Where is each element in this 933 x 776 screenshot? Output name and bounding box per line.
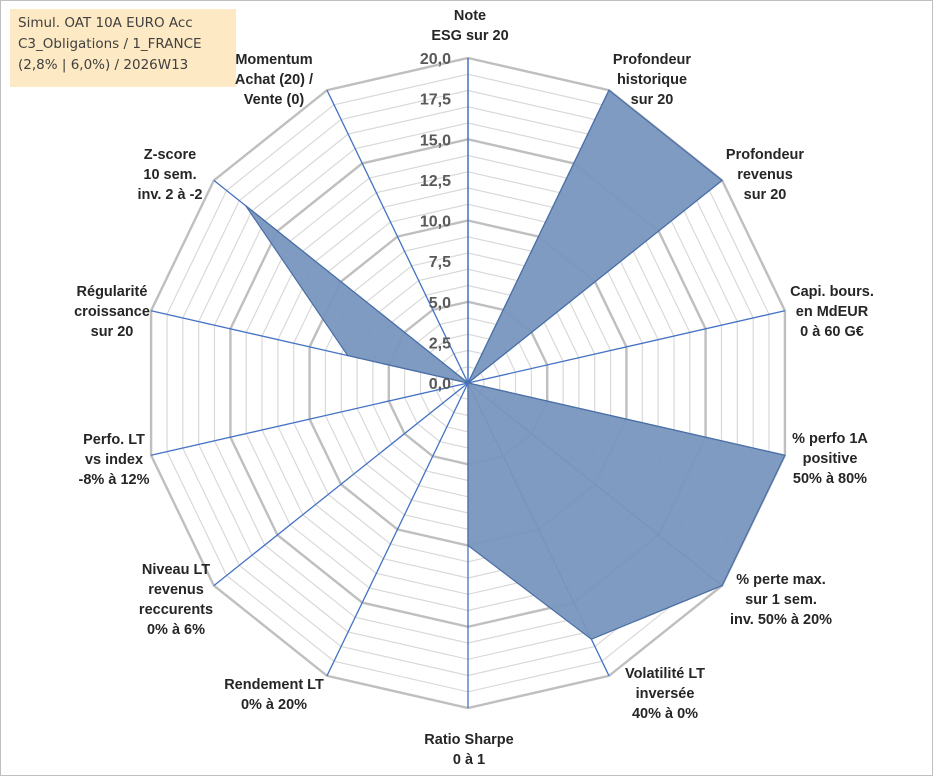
tick-label: 0,0: [429, 376, 451, 393]
tick-label: 10,0: [420, 214, 451, 231]
axis-labels: Note ESG sur 20 Profondeur historique sur 20…: [74, 8, 874, 768]
info-line-period: (2,8% | 6,0%) / 2026W13: [18, 57, 189, 73]
axis-label: % perte max. sur 1 sem. inv. 50% à 20%: [730, 572, 832, 628]
info-box: Simul. OAT 10A EURO Acc C3_Obligations /…: [10, 9, 236, 87]
axis-label: Ratio Sharpe 0 à 1: [424, 732, 513, 768]
axis-label: Profondeur historique sur 20: [613, 52, 691, 108]
tick-labels: 0,0 2,5 5,0 7,5 10,0 12,5 15,0 17,5 20,0: [420, 51, 451, 393]
tick-label: 7,5: [429, 254, 451, 271]
tick-label: 15,0: [420, 132, 451, 149]
axis-label: Note ESG sur 20: [431, 8, 508, 44]
axis-label: % perfo 1A positive 50% à 80%: [792, 431, 868, 487]
series-area: [245, 89, 786, 640]
axis-label: Profondeur revenus sur 20: [726, 147, 804, 203]
series: [245, 89, 786, 640]
spoke-line: [213, 382, 469, 587]
axis-label: Rendement LT 0% à 20%: [224, 677, 324, 713]
spoke-line: [467, 310, 786, 384]
axis-label: Perfo. LT vs index -8% à 12%: [79, 432, 150, 488]
axis-label: Z-score 10 sem. inv. 2 à -2: [137, 147, 202, 203]
tick-label: 12,5: [420, 173, 451, 190]
tick-label: 20,0: [420, 51, 451, 68]
axis-label: Niveau LT revenus reccurents 0% à 6%: [139, 562, 213, 638]
tick-label: 17,5: [420, 92, 451, 109]
info-line-fund: Simul. OAT 10A EURO Acc: [18, 15, 193, 31]
tick-label: 2,5: [429, 335, 451, 352]
axis-label: Momentum Achat (20) / Vente (0): [235, 52, 313, 108]
axis-label: Régularité croissance sur 20: [74, 284, 150, 340]
tick-label: 5,0: [429, 295, 451, 312]
spoke-line: [326, 89, 469, 384]
axis-label: Volatilité LT inversée 40% à 0%: [625, 666, 705, 722]
info-line-category: C3_Obligations / 1_FRANCE: [18, 36, 202, 52]
spoke-line: [150, 382, 469, 456]
axis-label: Capi. bours. en MdEUR 0 à 60 G€: [790, 284, 874, 340]
spoke-line: [326, 382, 469, 677]
